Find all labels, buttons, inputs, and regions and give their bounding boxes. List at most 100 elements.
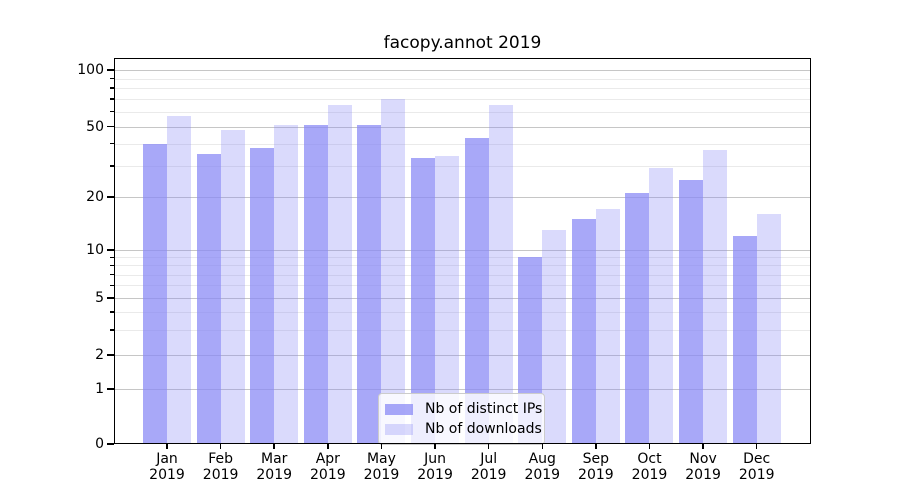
bar-nov-distinct-ips	[679, 179, 704, 444]
x-tick	[702, 444, 704, 449]
bar-may-distinct-ips	[357, 124, 382, 444]
x-tick	[595, 444, 597, 449]
gridline-major	[114, 298, 811, 299]
plot-area: Nb of distinct IPs Nb of downloads	[107, 58, 811, 449]
legend-swatch-downloads	[385, 423, 413, 435]
y-tick-minor	[110, 284, 114, 287]
gridline-major	[114, 70, 811, 71]
x-tick-label: Nov 2019	[685, 451, 721, 483]
bar-nov-downloads	[703, 149, 728, 444]
gridline-minor	[114, 99, 811, 101]
y-tick-label: 10	[86, 242, 104, 258]
y-tick-major	[107, 388, 114, 390]
bar-sep-distinct-ips	[571, 218, 596, 444]
bar-mar-downloads	[274, 124, 299, 444]
y-tick-minor	[110, 98, 114, 100]
y-tick-major	[107, 297, 114, 299]
y-tick-major	[107, 354, 114, 356]
x-tick	[327, 444, 329, 449]
x-tick	[487, 444, 490, 449]
gridline-minor	[114, 329, 811, 331]
y-tick-label: 20	[86, 189, 104, 205]
gridline-major	[114, 250, 811, 251]
x-tick-label: Dec 2019	[738, 451, 775, 483]
bar-feb-downloads	[220, 129, 245, 444]
y-tick-minor	[110, 264, 114, 267]
legend-item: Nb of distinct IPs	[385, 399, 542, 419]
bar-may-downloads	[381, 99, 406, 444]
y-tick-minor	[110, 273, 114, 276]
y-tick-label: 0	[95, 436, 104, 452]
bar-mar-distinct-ips	[250, 147, 275, 444]
x-tick-label: Sep 2019	[578, 451, 614, 483]
bar-apr-downloads	[327, 105, 352, 444]
bar-sep-downloads	[595, 209, 620, 444]
gridline-minor	[114, 274, 811, 276]
gridline-minor	[114, 257, 811, 259]
bar-oct-distinct-ips	[625, 193, 650, 444]
y-tick-minor	[110, 256, 114, 259]
y-tick-major	[107, 249, 114, 251]
legend: Nb of distinct IPs Nb of downloads	[378, 393, 545, 445]
gridline-major	[114, 355, 811, 356]
y-tick-label: 1	[95, 381, 104, 397]
gridline-major	[114, 389, 811, 390]
bar-dec-distinct-ips	[732, 236, 757, 444]
gridline-minor	[114, 285, 811, 287]
gridline-minor	[114, 311, 811, 313]
y-tick-minor	[110, 77, 114, 80]
gridline-minor	[114, 265, 811, 267]
y-tick-minor	[110, 87, 114, 89]
bar-apr-distinct-ips	[303, 124, 328, 444]
x-tick-label: Mar 2019	[256, 451, 293, 483]
legend-swatch-distinct-ips	[385, 403, 413, 415]
x-tick	[219, 444, 222, 449]
x-tick-label: Jul 2019	[470, 451, 507, 483]
x-tick	[541, 444, 544, 449]
bar-jan-downloads	[167, 115, 191, 444]
x-tick-label: Oct 2019	[631, 451, 668, 483]
gridline-minor	[114, 111, 811, 113]
gridline-minor	[114, 165, 811, 167]
legend-label: Nb of distinct IPs	[425, 401, 543, 417]
y-tick-label: 5	[95, 290, 104, 306]
chart-title: facopy.annot 2019	[383, 33, 542, 53]
y-tick-minor	[110, 165, 114, 167]
y-tick-label: 50	[86, 118, 104, 135]
gridline-major	[114, 197, 811, 198]
bar-dec-downloads	[756, 214, 781, 444]
x-tick-label: Aug 2019	[524, 451, 561, 483]
y-tick-major	[107, 196, 114, 198]
x-tick	[434, 444, 436, 449]
bar-jan-distinct-ips	[143, 143, 167, 444]
y-tick-minor	[110, 142, 114, 145]
gridline-major	[114, 126, 811, 128]
y-tick-major	[107, 443, 114, 445]
y-tick-major	[107, 69, 114, 71]
x-tick-label: Jun 2019	[417, 451, 453, 483]
gridline-minor	[114, 78, 811, 80]
bar-jul-downloads	[488, 105, 513, 444]
legend-item: Nb of downloads	[385, 419, 542, 439]
gridline-minor	[114, 88, 811, 90]
legend-label: Nb of downloads	[425, 421, 542, 437]
y-tick-minor	[110, 329, 114, 331]
y-tick-major	[107, 125, 114, 128]
bar-oct-downloads	[649, 168, 674, 444]
x-tick	[648, 444, 651, 449]
x-tick-label: Jan 2019	[149, 451, 185, 483]
x-tick	[166, 444, 168, 449]
x-tick-label: Feb 2019	[202, 451, 239, 483]
y-tick-minor	[110, 110, 114, 113]
x-tick	[273, 444, 275, 449]
bar-aug-downloads	[542, 229, 567, 444]
x-tick	[380, 444, 383, 449]
x-tick-label: May 2019	[363, 451, 400, 483]
bar-feb-distinct-ips	[196, 153, 221, 444]
gridline-minor	[114, 143, 811, 145]
y-tick-label: 2	[95, 347, 104, 363]
y-tick-minor	[110, 311, 114, 313]
x-tick	[755, 444, 758, 449]
y-tick-label: 100	[77, 62, 104, 78]
